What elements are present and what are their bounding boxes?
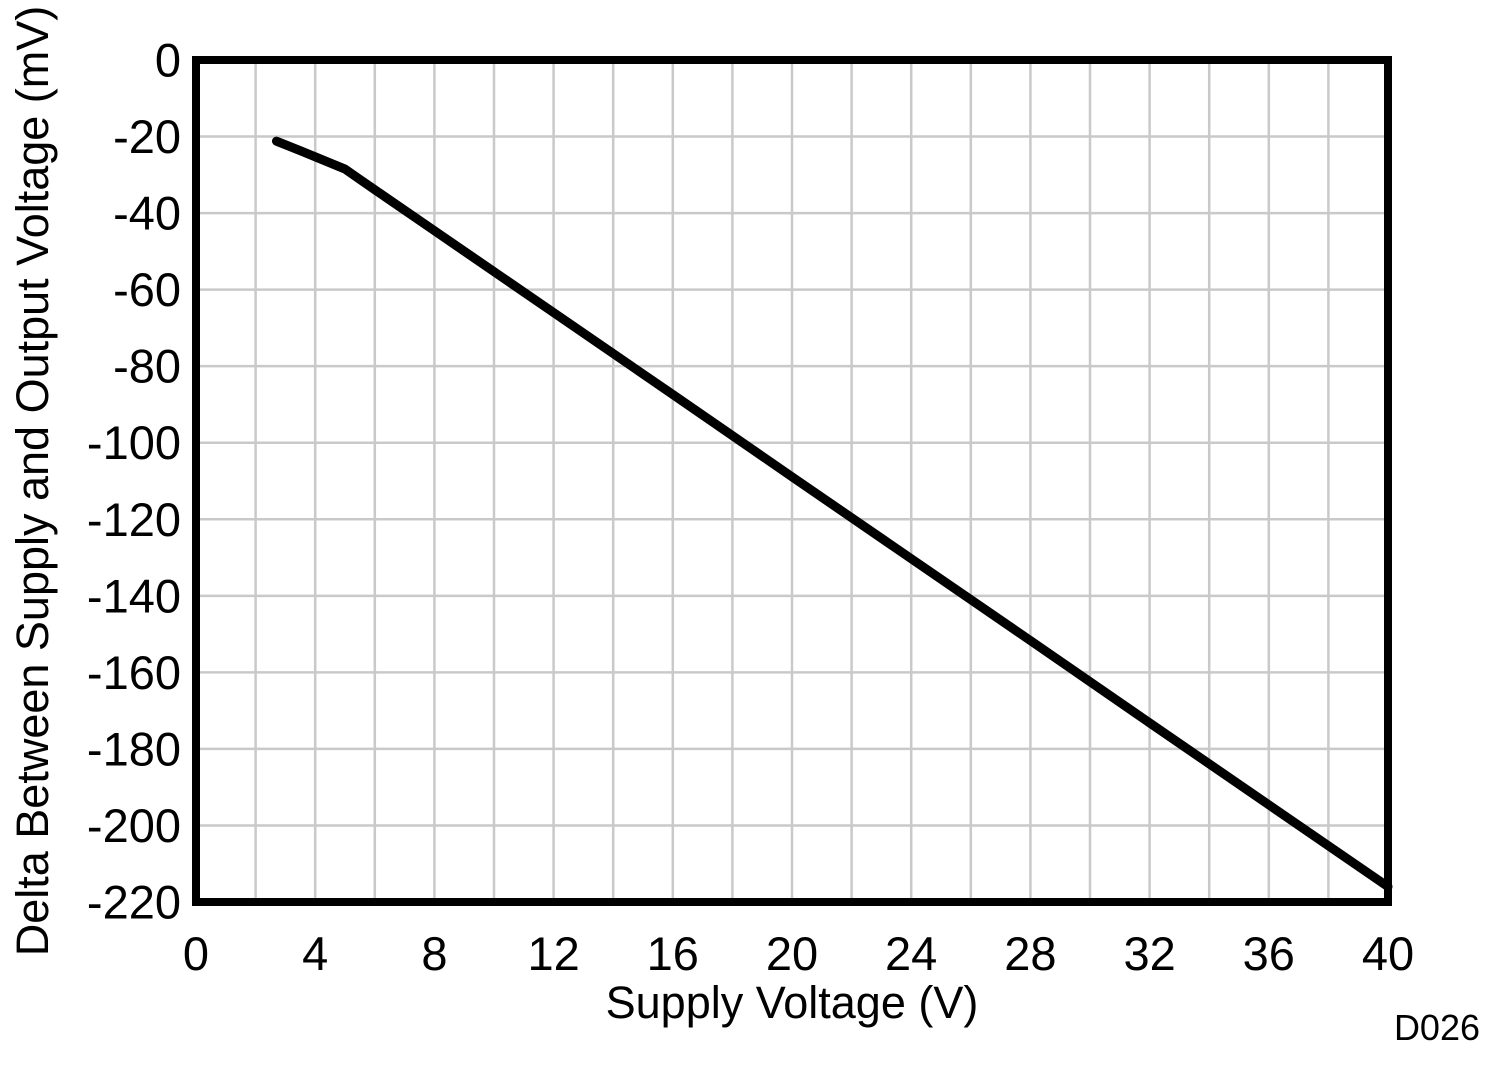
x-tick-label: 32 — [1123, 927, 1175, 980]
y-axis-title: Delta Between Supply and Output Voltage … — [7, 6, 58, 957]
data-line — [271, 136, 1393, 892]
y-tick-label: -200 — [87, 799, 181, 852]
y-tick-label: -160 — [87, 646, 181, 699]
x-tick-label: 20 — [766, 927, 818, 980]
y-tick-label: -220 — [87, 876, 181, 929]
figure-code-watermark: D026 — [1394, 1007, 1480, 1048]
x-tick-label: 4 — [302, 927, 328, 980]
x-tick-label: 40 — [1362, 927, 1414, 980]
y-tick-label: 0 — [155, 34, 181, 87]
x-tick-labels: 0 4 8 12 16 20 24 28 32 36 40 — [183, 927, 1414, 980]
y-tick-label: -80 — [113, 340, 181, 393]
y-tick-label: -60 — [113, 263, 181, 316]
y-tick-label: -120 — [87, 493, 181, 546]
y-tick-label: -100 — [87, 416, 181, 469]
plot-frame — [192, 56, 1392, 906]
x-tick-label: 12 — [527, 927, 579, 980]
y-tick-label: -40 — [113, 187, 181, 240]
y-tick-label: -180 — [87, 722, 181, 775]
x-tick-label: 36 — [1243, 927, 1295, 980]
x-tick-label: 8 — [421, 927, 447, 980]
x-tick-label: 16 — [647, 927, 699, 980]
y-tick-label: -140 — [87, 569, 181, 622]
x-axis-title: Supply Voltage (V) — [606, 977, 979, 1028]
gridlines — [196, 60, 1388, 902]
y-tick-label: -20 — [113, 110, 181, 163]
x-tick-label: 0 — [183, 927, 209, 980]
y-tick-labels: 0 -20 -40 -60 -80 -100 -120 -140 -160 -180 -200 -22… — [87, 34, 181, 929]
x-tick-label: 24 — [885, 927, 937, 980]
x-tick-label: 28 — [1004, 927, 1056, 980]
